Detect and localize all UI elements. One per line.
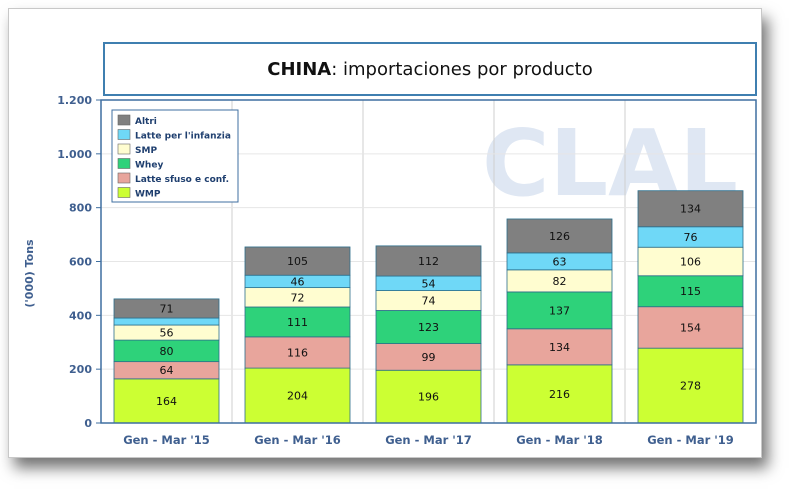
data-label: 137 (549, 304, 570, 317)
y-tick-label: 0 (84, 417, 92, 430)
data-label: 115 (680, 285, 701, 298)
legend-swatch (117, 143, 131, 155)
bar-segment (637, 347, 744, 424)
y-axis-label: ('000) Tons (23, 239, 36, 308)
data-label: 99 (422, 351, 436, 364)
legend-label: Latte sfuso e conf. (135, 175, 229, 185)
data-label: 196 (418, 391, 439, 404)
bar-segment (506, 218, 613, 254)
x-tick-label: Gen - Mar '19 (647, 433, 734, 447)
legend-label: Altri (135, 117, 157, 127)
legend-swatch (117, 129, 131, 140)
bar-segment (637, 306, 744, 349)
y-tick-label: 1.200 (57, 94, 92, 107)
data-label: 63 (553, 255, 567, 268)
bar-segment (244, 246, 351, 276)
bar-segment (113, 298, 220, 319)
data-label: 164 (156, 395, 177, 408)
y-tick-label: 600 (69, 256, 92, 269)
data-label: 71 (160, 302, 174, 315)
data-label: 56 (160, 327, 174, 340)
x-tick-label: Gen - Mar '16 (254, 433, 341, 447)
legend-swatch (117, 187, 131, 198)
x-tick-label: Gen - Mar '17 (385, 433, 472, 447)
legend-box (111, 109, 239, 203)
bar-segment (244, 367, 351, 424)
data-label: 80 (160, 345, 174, 358)
bar-segment (375, 245, 482, 277)
data-label: 204 (287, 390, 308, 403)
x-tick-label: Gen - Mar '15 (123, 433, 210, 447)
data-label: 64 (160, 364, 174, 377)
y-tick-label: 200 (69, 363, 92, 376)
data-label: 46 (291, 275, 305, 288)
y-tick-label: 400 (69, 309, 92, 322)
data-label: 154 (680, 321, 701, 334)
bar-segment (637, 190, 744, 228)
bar-segment (506, 291, 613, 330)
chart-title-rest: : importaciones por producto (331, 58, 593, 80)
data-label: 126 (549, 230, 570, 243)
axes: 0 200 400 600 800 1.000 1.200 ('000) Tons Gen - … (23, 94, 757, 447)
legend-label: SMP (135, 146, 157, 156)
data-label: 134 (549, 341, 570, 354)
y-tick-label: 800 (69, 202, 92, 215)
legend-label: WMP (135, 190, 161, 200)
data-label: 54 (422, 277, 436, 290)
x-tick-label: Gen - Mar '18 (516, 433, 603, 447)
legend-swatch (117, 158, 131, 169)
data-label: 112 (418, 255, 439, 268)
bar-segment (506, 328, 613, 366)
data-label: 111 (287, 316, 308, 329)
data-label: 72 (291, 291, 305, 304)
data-label: 82 (553, 275, 567, 288)
plot-border (100, 99, 757, 424)
legend-label: Latte per l'infanzia (135, 132, 231, 142)
data-label: 134 (680, 203, 701, 216)
legend-swatch (117, 114, 131, 126)
data-label: 216 (549, 388, 570, 401)
y-tick-label: 1.000 (57, 148, 92, 161)
chart-title: CHINA: importaciones por producto (103, 42, 757, 96)
data-label: 106 (680, 256, 701, 269)
data-label: 105 (287, 255, 308, 268)
legend-label: Whey (135, 161, 163, 171)
bar-segment (244, 306, 351, 338)
data-label: 116 (287, 346, 308, 359)
data-label: 76 (684, 231, 698, 244)
bar-segment (375, 310, 482, 344)
legend-swatch (117, 172, 131, 184)
bars: 164 64 80 56 71 204 116 111 72 46 105 196 99 123 74 54 1… (113, 190, 744, 424)
chart-title-bold: CHINA (267, 58, 332, 80)
data-label: 123 (418, 321, 439, 334)
data-label: 74 (422, 295, 436, 308)
bar-segment (375, 369, 482, 424)
legend: Altri Latte per l'infanzia SMP Whey Latte sf… (111, 109, 239, 203)
bar-segment (637, 275, 744, 308)
bar-segment (113, 317, 220, 326)
data-label: 278 (680, 380, 701, 393)
bar-segment (375, 343, 482, 371)
bar-segment (506, 364, 613, 424)
